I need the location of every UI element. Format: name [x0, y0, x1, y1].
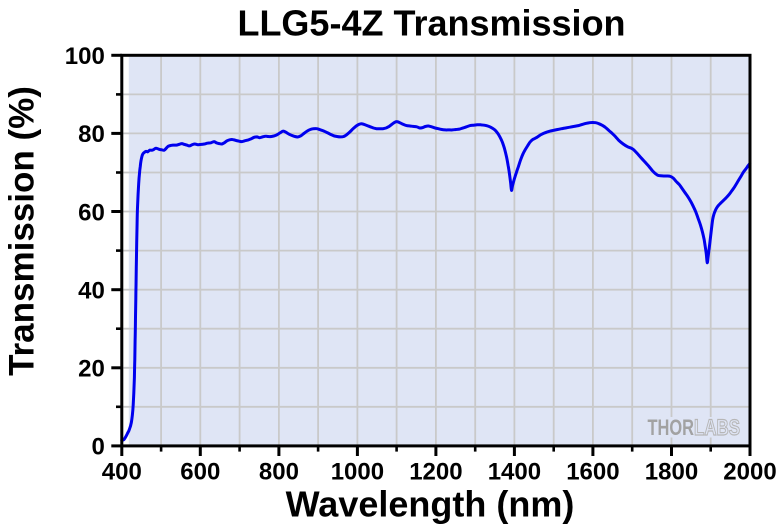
svg-text:Transmission (%): Transmission (%): [2, 86, 41, 376]
svg-text:0: 0: [91, 434, 104, 461]
svg-text:1600: 1600: [566, 459, 619, 486]
svg-text:20: 20: [78, 356, 105, 383]
svg-text:LLG5-4Z Transmission: LLG5-4Z Transmission: [237, 3, 625, 44]
svg-text:1800: 1800: [645, 459, 698, 486]
svg-text:1200: 1200: [409, 459, 462, 486]
svg-text:600: 600: [180, 459, 220, 486]
svg-text:THOR: THOR: [648, 415, 695, 440]
svg-text:800: 800: [259, 459, 299, 486]
svg-text:40: 40: [78, 278, 105, 305]
svg-text:60: 60: [78, 199, 105, 226]
svg-text:1400: 1400: [488, 459, 541, 486]
svg-text:80: 80: [78, 121, 105, 148]
svg-text:Wavelength (nm): Wavelength (nm): [286, 484, 575, 525]
svg-text:LABS: LABS: [694, 415, 740, 440]
svg-text:100: 100: [65, 43, 105, 70]
svg-text:400: 400: [102, 459, 142, 486]
svg-text:2000: 2000: [723, 459, 776, 486]
svg-text:1000: 1000: [331, 459, 384, 486]
